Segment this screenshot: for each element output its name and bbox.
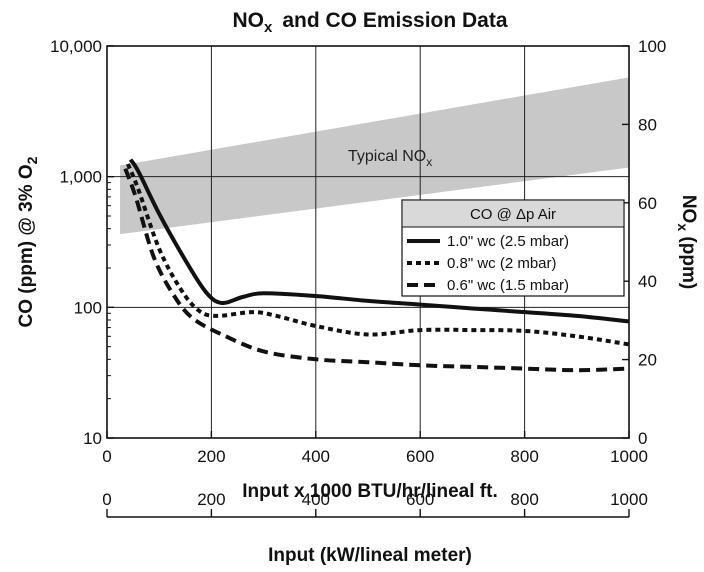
- x2-tick-label-5: 1000: [610, 490, 648, 509]
- x-tick-label-4: 800: [510, 447, 538, 466]
- plot-frame: [106, 45, 630, 439]
- x-tick-label-5: 1000: [610, 447, 648, 466]
- nox-band: [120, 77, 630, 235]
- y-right-tick-label-0: 0: [638, 429, 647, 448]
- series-layer: [123, 158, 630, 373]
- y-right-tick-label-2: 40: [638, 272, 657, 291]
- x-tick-label-0: 0: [102, 447, 111, 466]
- y-right-tick-label-1: 20: [638, 351, 657, 370]
- x2-tick-label-1: 200: [197, 490, 225, 509]
- x2-tick-label-2: 400: [302, 490, 330, 509]
- band-label: Typical NOx: [348, 148, 432, 169]
- x2-tick-layer: 0 200 400 600 800 1000: [102, 490, 648, 517]
- tick-layer: 0 200 400 600 800 1000 10 100 1,000 10,000 0 20 40 60…: [50, 37, 666, 466]
- x-tick-label-3: 600: [406, 447, 434, 466]
- y-right-tick-label-4: 80: [638, 115, 657, 134]
- x2-axis-label: Input (kW/lineal meter): [268, 545, 472, 566]
- x-axis-label: Input x 1000 BTU/hr/lineal ft.: [242, 481, 498, 502]
- series-line-solid: [128, 158, 630, 324]
- legend: CO @ Δp Air 1.0" wc (2.5 mbar) 0.8" wc (…: [401, 199, 625, 297]
- y-left-tick-label-1: 100: [74, 298, 102, 317]
- x2-tick-label-3: 600: [406, 490, 434, 509]
- legend-title: CO @ Δp Air: [470, 206, 556, 223]
- y-right-tick-label-5: 100: [638, 37, 666, 56]
- legend-header: [403, 201, 623, 227]
- series-line-dotted: [126, 163, 630, 347]
- y-right-axis-label: NOx (ppm): [675, 195, 699, 289]
- chart-title: NOx and CO Emission Data: [232, 9, 507, 36]
- y-left-axis-label: CO (ppm) @ 3% O2: [16, 156, 40, 327]
- x-tick-label-2: 400: [302, 447, 330, 466]
- x2-tick-label-0: 0: [102, 490, 111, 509]
- y-left-tick-label-2: 1,000: [59, 168, 102, 187]
- nox-band-layer: [120, 77, 630, 235]
- y-left-tick-label-3: 10,000: [50, 37, 102, 56]
- y-left-tick-label-0: 10: [83, 429, 102, 448]
- x-tick-label-1: 200: [197, 447, 225, 466]
- series-line-dashed: [123, 168, 630, 373]
- x2-tick-label-4: 800: [510, 490, 538, 509]
- legend-label-2: 0.8" wc (2 mbar): [447, 255, 557, 272]
- legend-label-3: 0.6" wc (1.5 mbar): [447, 277, 569, 294]
- y-right-tick-label-3: 60: [638, 194, 657, 213]
- legend-label-1: 1.0" wc (2.5 mbar): [447, 233, 569, 250]
